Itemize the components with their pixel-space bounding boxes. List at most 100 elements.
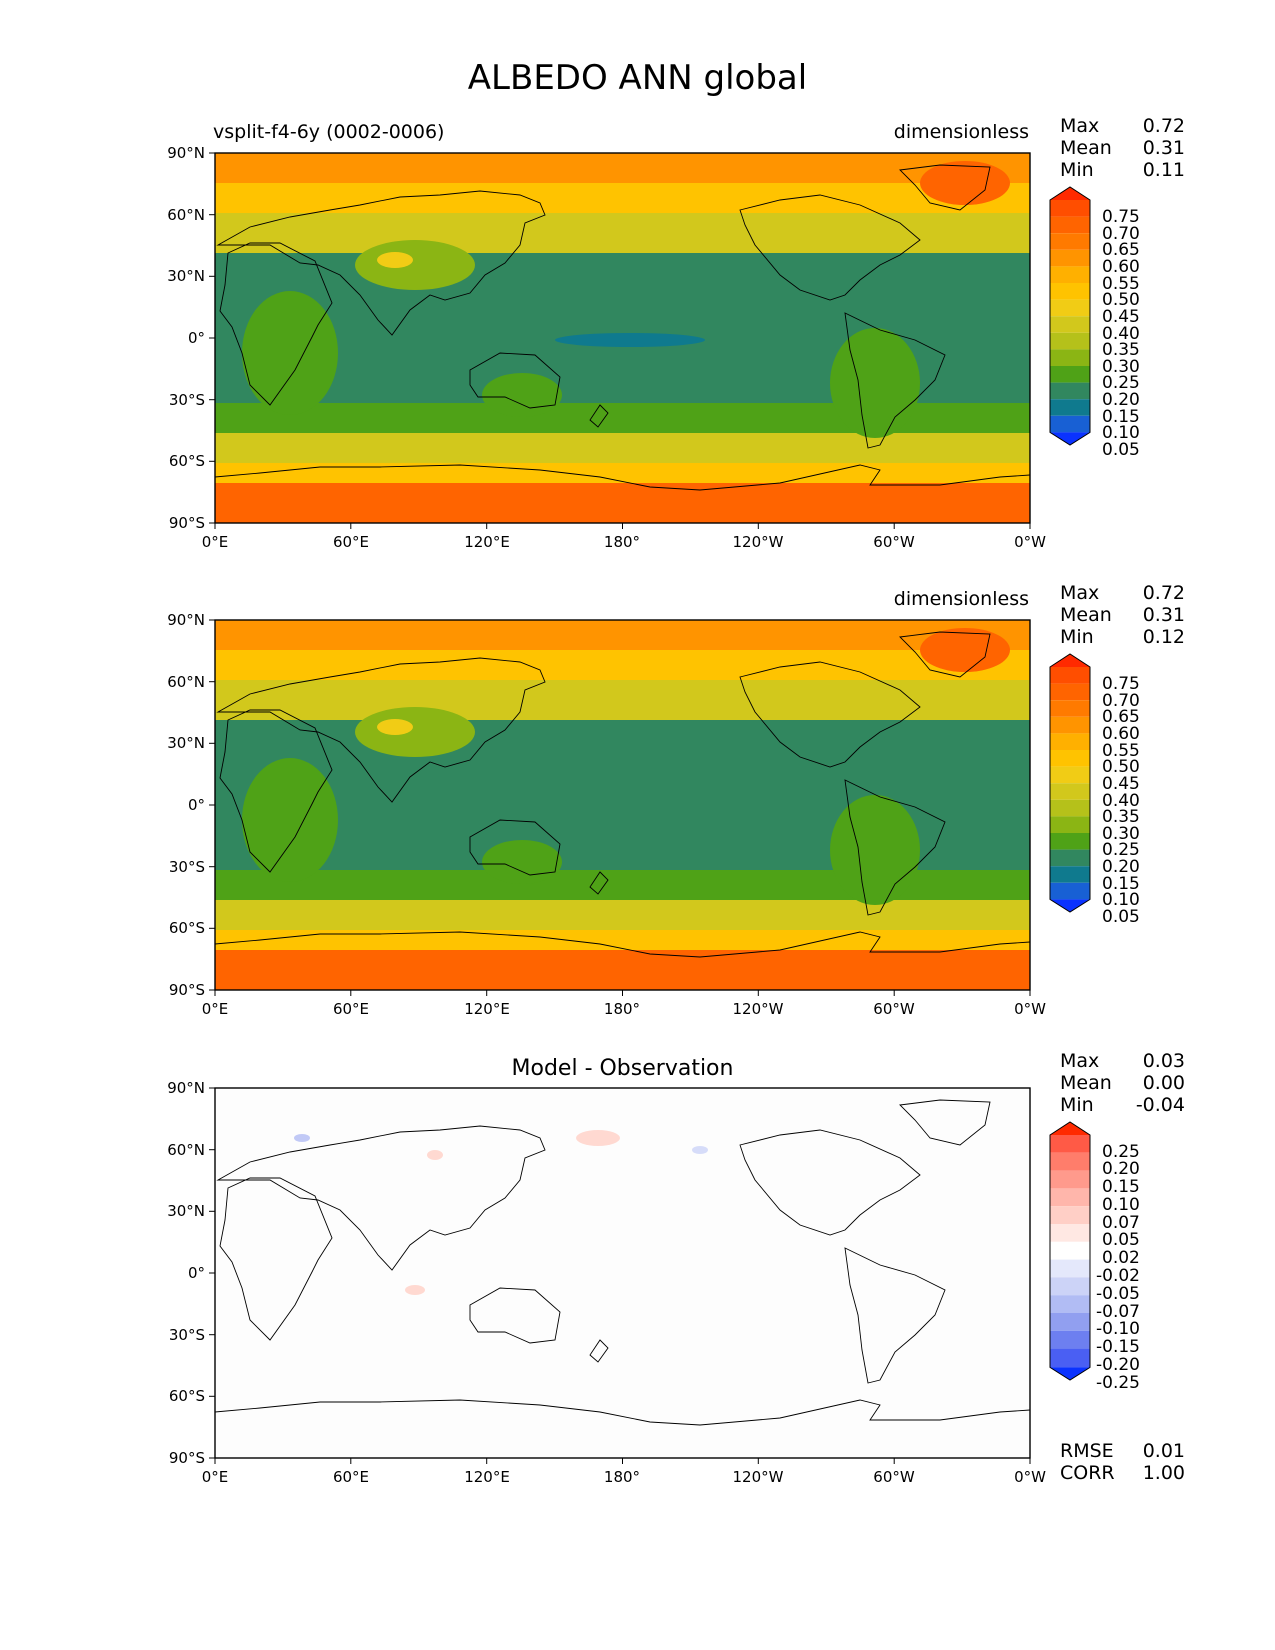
stat-max-label: Max	[1060, 1050, 1100, 1072]
ytick-label: 0°	[188, 329, 205, 347]
stat-max-value: 0.72	[1142, 115, 1185, 137]
stat-max-label: Max	[1060, 582, 1100, 604]
ytick-label: 60°N	[167, 206, 205, 224]
panel-reference-units: dimensionless	[893, 588, 1029, 610]
colorbar-swatch	[1050, 266, 1090, 283]
stat-rmse-label: RMSE	[1060, 1440, 1114, 1462]
colorbar-swatch	[1050, 1277, 1090, 1296]
colorbar-label: 0.05	[1102, 440, 1140, 460]
ytick-label: 30°N	[167, 1202, 205, 1220]
xtick-label: 0°E	[202, 1468, 229, 1486]
colorbar-label: 0.20	[1102, 390, 1140, 410]
colorbar-label: -0.05	[1096, 1284, 1140, 1304]
diff-patch-negative	[692, 1146, 708, 1154]
band-midlat-north	[215, 680, 1030, 720]
colorbar-label: 0.50	[1102, 290, 1140, 310]
y-axis	[209, 1087, 215, 1459]
xtick-label: 60°E	[333, 1000, 369, 1018]
colorbar-swatch	[1050, 700, 1090, 717]
band-arctic	[215, 153, 1030, 183]
xtick-label: 120°E	[464, 1000, 510, 1018]
colorbar: 0.25 0.20 0.15 0.10 0.07 0.05 0.02 -0.02…	[1049, 1121, 1140, 1393]
colorbar-label: 0.30	[1102, 824, 1140, 844]
colorbar-label: 0.65	[1102, 707, 1140, 727]
stat-min-value: 0.12	[1142, 626, 1185, 648]
colorbar-label: -0.15	[1096, 1337, 1140, 1357]
colorbar-swatch	[1050, 882, 1090, 900]
figure-title: ALBEDO ANN global	[467, 58, 808, 98]
band-midlat-north	[215, 213, 1030, 253]
ytick-label: 90°S	[169, 1449, 205, 1467]
colorbar-label: 0.05	[1102, 1230, 1140, 1250]
colorbar-swatch	[1050, 1313, 1090, 1331]
xtick-label: 120°W	[733, 1000, 784, 1018]
stat-mean-value: 0.31	[1142, 604, 1185, 626]
colorbar-swatch	[1050, 200, 1090, 217]
colorbar-outline	[1049, 1121, 1091, 1381]
stat-min-value: 0.11	[1142, 159, 1185, 181]
colorbar-swatch	[1050, 683, 1090, 701]
ytick-label: 30°N	[167, 734, 205, 752]
region-australia	[482, 840, 562, 884]
colorbar-swatch	[1050, 1152, 1090, 1171]
colorbar-swatch	[1050, 1330, 1090, 1349]
xtick-label: 0°W	[1014, 533, 1046, 551]
colorbar-label: 0.35	[1102, 340, 1140, 360]
panel-difference: Model - Observation Max 0.03 Mean 0.00 M…	[0, 1050, 1275, 1500]
colorbar-label: 0.40	[1102, 324, 1140, 344]
colorbar-label: 0.25	[1102, 840, 1140, 860]
colorbar-swatch	[1050, 1348, 1090, 1368]
xtick-label: 0°E	[202, 1000, 229, 1018]
colorbar-swatch	[1050, 766, 1090, 784]
colorbar-swatch	[1050, 233, 1090, 250]
x-axis	[214, 523, 1031, 529]
y-axis	[209, 152, 215, 524]
stat-max-label: Max	[1060, 115, 1100, 137]
ytick-label: 60°N	[167, 673, 205, 691]
colorbar-swatch	[1050, 299, 1090, 317]
colorbar-label: 0.10	[1102, 1195, 1140, 1215]
region-south-america	[830, 328, 920, 438]
colorbar: 0.75 0.70 0.65 0.60 0.55 0.50 0.45 0.40 …	[1049, 653, 1140, 927]
band-arctic	[215, 620, 1030, 650]
xtick-label: 0°E	[202, 533, 229, 551]
colorbar-label: 0.60	[1102, 724, 1140, 744]
stat-mean-value: 0.00	[1142, 1072, 1185, 1094]
diff-patch-positive	[427, 1150, 443, 1160]
colorbar-label: 0.25	[1102, 1142, 1140, 1162]
coastlines	[214, 164, 1031, 491]
colorbar-swatch	[1050, 415, 1090, 433]
panel-test-name: vsplit-f4-6y (0002-0006)	[213, 121, 445, 143]
band-south-ocean-3	[215, 930, 1030, 950]
colorbar-label: 0.65	[1102, 240, 1140, 260]
colorbar-label: 0.50	[1102, 757, 1140, 777]
colorbar-label: 0.30	[1102, 357, 1140, 377]
colorbar-swatch	[1050, 716, 1090, 734]
xtick-label: 60°W	[873, 1468, 915, 1486]
xtick-label: 0°W	[1014, 1468, 1046, 1486]
colorbar-label: 0.35	[1102, 807, 1140, 827]
xtick-label: 180°	[604, 533, 640, 551]
ytick-label: 60°S	[169, 452, 205, 470]
colorbar-label: -0.02	[1096, 1266, 1140, 1286]
band-south-ocean-3	[215, 463, 1030, 483]
ytick-label: 30°S	[169, 1326, 205, 1344]
colorbar: 0.75 0.70 0.65 0.60 0.55 0.50 0.45 0.40 …	[1049, 186, 1140, 460]
colorbar-label: 0.10	[1102, 890, 1140, 910]
colorbar-swatch	[1050, 1295, 1090, 1313]
colorbar-swatch	[1050, 1170, 1090, 1189]
map-base-field	[215, 1088, 1030, 1458]
stat-mean-value: 0.31	[1142, 137, 1185, 159]
colorbar-label: 0.05	[1102, 907, 1140, 927]
xtick-label: 60°E	[333, 1468, 369, 1486]
stat-min-label: Min	[1060, 1094, 1094, 1116]
colorbar-swatch	[1050, 849, 1090, 867]
colorbar-swatch	[1050, 332, 1090, 350]
colorbar-swatch	[1050, 1206, 1090, 1224]
xtick-label: 60°E	[333, 533, 369, 551]
diff-patch-positive	[405, 1285, 425, 1295]
xtick-label: 60°W	[873, 1000, 915, 1018]
colorbar-label: -0.20	[1096, 1355, 1140, 1375]
region-central-asia	[355, 707, 475, 757]
colorbar-label: 0.40	[1102, 791, 1140, 811]
